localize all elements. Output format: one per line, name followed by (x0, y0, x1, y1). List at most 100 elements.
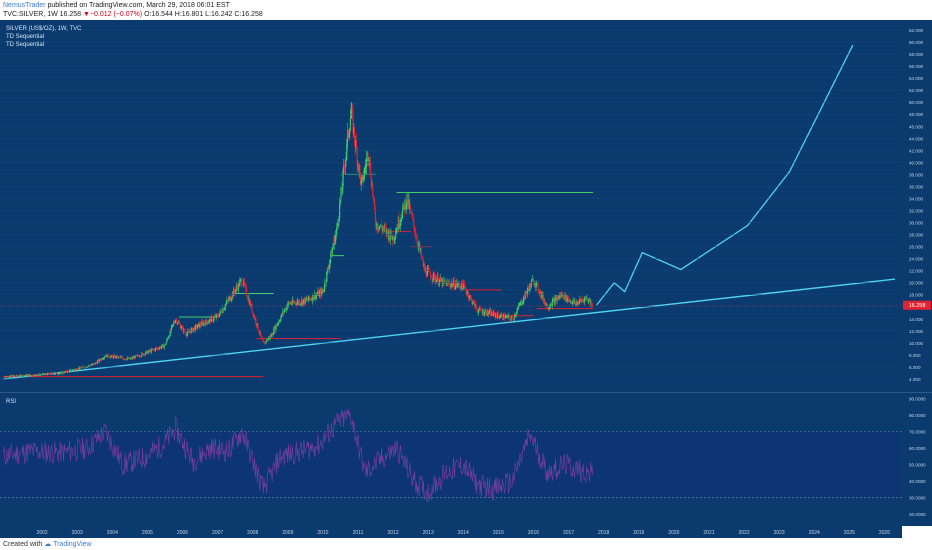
candle-body (229, 296, 231, 299)
candle-body (23, 374, 25, 377)
candle-body (278, 320, 281, 322)
candle-body (87, 366, 89, 368)
candle-body (455, 284, 457, 289)
candle-body (206, 319, 208, 322)
candle-body (530, 283, 532, 287)
candle-body (548, 306, 551, 309)
candle-body (413, 226, 416, 233)
candle-body (224, 307, 226, 309)
candle-body (344, 167, 346, 168)
candle-body (307, 295, 310, 300)
price-tick-label: 6.000 (909, 365, 921, 370)
candle-body (48, 373, 51, 375)
candle-body (20, 374, 22, 376)
candle-body (559, 294, 561, 297)
candle-body (343, 166, 345, 168)
candle-body (511, 316, 513, 319)
candle-body (208, 321, 210, 323)
candle-body (273, 328, 275, 332)
candle-body (145, 351, 147, 354)
candle-body (156, 348, 158, 349)
candle-body (381, 227, 383, 231)
price-tick-label: 60.000 (909, 40, 923, 45)
candle-body (577, 302, 580, 305)
candle-body (120, 356, 122, 358)
time-axis[interactable] (0, 526, 902, 538)
candle-body (29, 374, 32, 376)
candle-body (519, 302, 522, 305)
candle-body (234, 291, 236, 293)
candle-body (353, 126, 355, 134)
candle-body (203, 322, 205, 326)
candle-body (407, 193, 409, 205)
candle-body (33, 374, 35, 376)
candle-body (588, 300, 590, 303)
candle-body (46, 374, 48, 376)
candle-body (220, 310, 223, 313)
time-tick-label: 2004 (107, 530, 118, 536)
price-tag-label: 16.258 (909, 303, 926, 309)
candle-body (189, 331, 192, 334)
candle-body (293, 302, 296, 304)
candle-body (591, 305, 593, 307)
candle-body (453, 280, 455, 285)
candle-body (341, 187, 343, 191)
candle-body (335, 230, 337, 235)
candle-body (9, 375, 11, 377)
legend-indicator-1: TD Sequential (6, 34, 44, 40)
candle-body (461, 281, 464, 286)
candle-body (352, 112, 354, 134)
price-tick-label: 36.000 (909, 184, 923, 189)
candle-body (78, 368, 80, 370)
candle-body (202, 322, 204, 326)
candle-body (474, 301, 476, 308)
candle-body (266, 339, 268, 343)
candle-body (340, 187, 342, 200)
candle-body (236, 286, 238, 288)
candle-body (299, 301, 301, 305)
candle-body (140, 355, 142, 357)
candle-body (44, 373, 46, 375)
candle-body (571, 302, 573, 304)
candle-body (100, 358, 102, 361)
candle-body (378, 228, 380, 230)
candle-body (96, 362, 98, 364)
candle-body (251, 311, 254, 313)
candle-body (387, 232, 389, 239)
candle-body (464, 286, 466, 288)
candle-body (390, 230, 392, 238)
candle-body (383, 226, 385, 229)
candle-body (308, 295, 310, 299)
tradingview-brand-link[interactable]: TradingView (53, 541, 92, 548)
candle-body (574, 300, 576, 305)
price-axis[interactable] (902, 20, 932, 526)
candle-body (249, 301, 251, 305)
candle-body (28, 374, 30, 376)
candle-body (153, 349, 155, 350)
time-tick-label: 2025 (844, 530, 855, 536)
candle-body (59, 372, 61, 374)
candle-body (397, 217, 399, 229)
candle-body (69, 369, 71, 371)
candle-body (41, 374, 43, 376)
candle-body (283, 310, 285, 313)
candle-body (521, 300, 523, 305)
candle-body (191, 327, 194, 332)
candle-body (421, 256, 423, 258)
candle-body (460, 286, 462, 289)
candle-body (459, 286, 462, 288)
candle-body (44, 374, 46, 375)
price-tick-label: 12.000 (909, 329, 923, 334)
candle-body (226, 300, 228, 303)
author-link[interactable]: NemusTrader (3, 2, 46, 9)
candle-body (231, 293, 233, 299)
candle-body (156, 348, 158, 349)
price-chart[interactable]: 4.0006.0008.00010.00012.00014.00016.0001… (0, 20, 932, 538)
candle-body (304, 297, 306, 304)
candle-body (371, 184, 373, 187)
candle-body (91, 364, 93, 366)
candle-body (106, 354, 109, 358)
candle-body (260, 335, 262, 337)
candle-body (46, 373, 48, 376)
candle-body (173, 322, 175, 324)
